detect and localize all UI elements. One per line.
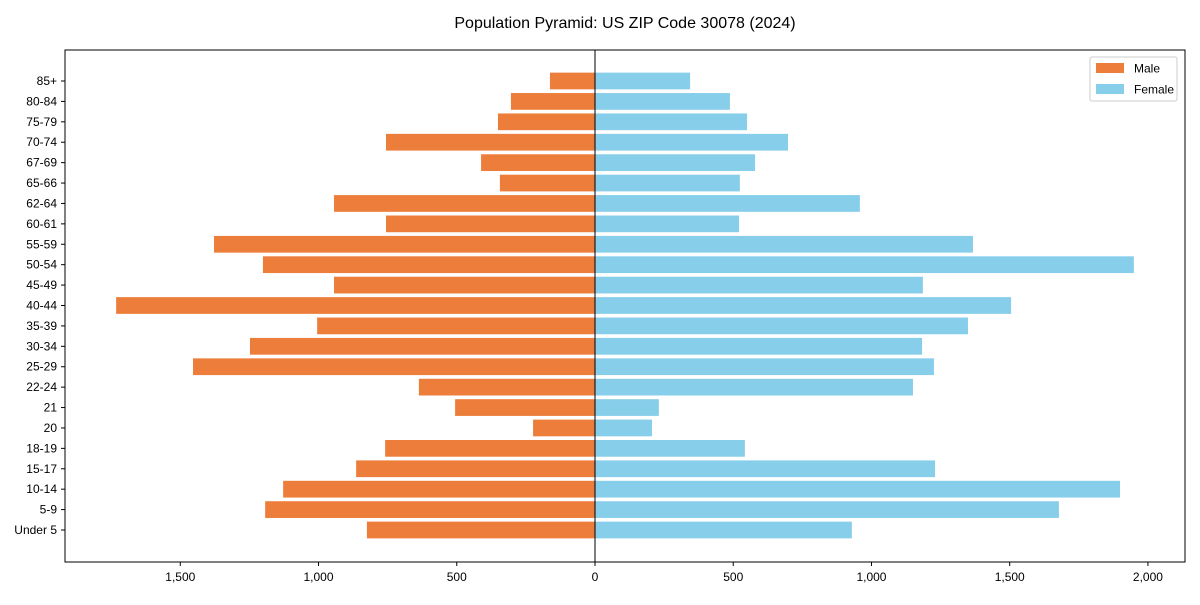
x-tick-label: 0 xyxy=(592,570,599,584)
bar-female-45-49 xyxy=(595,276,923,294)
bar-male-20 xyxy=(533,419,596,437)
y-tick-label: 30-34 xyxy=(26,339,57,353)
y-tick-label: 21 xyxy=(44,401,58,415)
y-tick-label: 10-14 xyxy=(26,482,57,496)
legend-label-male: Male xyxy=(1134,62,1160,76)
bar-male-5-9 xyxy=(265,501,596,518)
bar-male-75-79 xyxy=(497,113,596,131)
bar-male-45-49 xyxy=(334,276,596,294)
y-tick-label: 40-44 xyxy=(26,299,57,313)
bar-female-5-9 xyxy=(595,501,1059,518)
y-tick-label: Under 5 xyxy=(14,523,57,537)
bar-male-85+ xyxy=(549,72,596,90)
bar-female-80-84 xyxy=(595,93,730,110)
bar-male-Under 5 xyxy=(366,521,596,539)
legend-swatch-female xyxy=(1096,84,1124,94)
y-tick-label: 50-54 xyxy=(26,258,57,272)
y-tick-label: 22-24 xyxy=(26,380,57,394)
y-tick-label: 25-29 xyxy=(26,360,57,374)
x-tick-label: 1,500 xyxy=(995,570,1025,584)
x-tick-label: 1,000 xyxy=(856,570,886,584)
y-tick-label: 70-74 xyxy=(26,135,57,149)
y-tick-label: 35-39 xyxy=(26,319,57,333)
y-tick-label: 62-64 xyxy=(26,196,57,210)
bar-male-50-54 xyxy=(262,256,596,274)
bar-female-21 xyxy=(595,399,659,416)
bar-male-70-74 xyxy=(385,133,596,151)
bar-male-80-84 xyxy=(510,93,596,110)
bar-female-62-64 xyxy=(595,195,860,212)
bar-female-65-66 xyxy=(595,174,740,192)
bar-male-22-24 xyxy=(418,378,596,396)
bar-female-22-24 xyxy=(595,378,913,396)
chart-title: Population Pyramid: US ZIP Code 30078 (2… xyxy=(454,15,795,32)
y-tick-label: 20 xyxy=(44,421,58,435)
bar-male-18-19 xyxy=(385,439,596,457)
bar-male-30-34 xyxy=(249,337,596,355)
bar-female-Under 5 xyxy=(595,521,852,539)
legend: Male Female xyxy=(1089,56,1178,102)
bar-male-21 xyxy=(455,399,596,416)
y-tick-label: 5-9 xyxy=(40,503,58,517)
bar-male-10-14 xyxy=(283,480,596,498)
bar-female-70-74 xyxy=(595,133,788,151)
bar-female-50-54 xyxy=(595,256,1134,274)
x-tick-label: 2,000 xyxy=(1133,570,1163,584)
bar-male-35-39 xyxy=(317,317,596,335)
bar-female-85+ xyxy=(595,72,691,90)
bar-female-35-39 xyxy=(595,317,968,335)
x-tick-label: 1,000 xyxy=(304,570,334,584)
x-tick-label: 1,500 xyxy=(165,570,195,584)
y-tick-label: 67-69 xyxy=(26,156,57,170)
bar-female-18-19 xyxy=(595,439,745,457)
bar-male-25-29 xyxy=(193,358,596,376)
bar-female-75-79 xyxy=(595,113,748,131)
bar-female-55-59 xyxy=(595,235,973,253)
bar-female-25-29 xyxy=(595,358,934,376)
bar-female-20 xyxy=(595,419,652,437)
bar-male-40-44 xyxy=(116,297,596,314)
y-tick-label: 18-19 xyxy=(26,441,57,455)
bar-female-30-34 xyxy=(595,337,923,355)
bar-male-67-69 xyxy=(481,154,596,172)
y-tick-label: 85+ xyxy=(37,74,57,88)
bar-female-10-14 xyxy=(595,480,1121,498)
bar-male-15-17 xyxy=(356,460,596,478)
bar-female-60-61 xyxy=(595,215,740,233)
bar-female-67-69 xyxy=(595,154,756,172)
bar-male-62-64 xyxy=(334,195,596,212)
y-tick-label: 45-49 xyxy=(26,278,57,292)
y-tick-label: 80-84 xyxy=(26,94,57,108)
bar-female-40-44 xyxy=(595,297,1012,314)
y-tick-label: 65-66 xyxy=(26,176,57,190)
y-tick-label: 15-17 xyxy=(26,462,57,476)
y-tick-label: 60-61 xyxy=(26,217,57,231)
legend-swatch-male xyxy=(1096,63,1124,73)
legend-label-female: Female xyxy=(1134,83,1174,97)
bar-male-65-66 xyxy=(499,174,596,192)
y-tick-label: 75-79 xyxy=(26,115,57,129)
x-tick-label: 500 xyxy=(723,570,743,584)
bar-female-15-17 xyxy=(595,460,936,478)
bar-male-55-59 xyxy=(214,235,596,253)
bar-male-60-61 xyxy=(385,215,596,233)
y-tick-label: 55-59 xyxy=(26,237,57,251)
x-tick-label: 500 xyxy=(447,570,467,584)
